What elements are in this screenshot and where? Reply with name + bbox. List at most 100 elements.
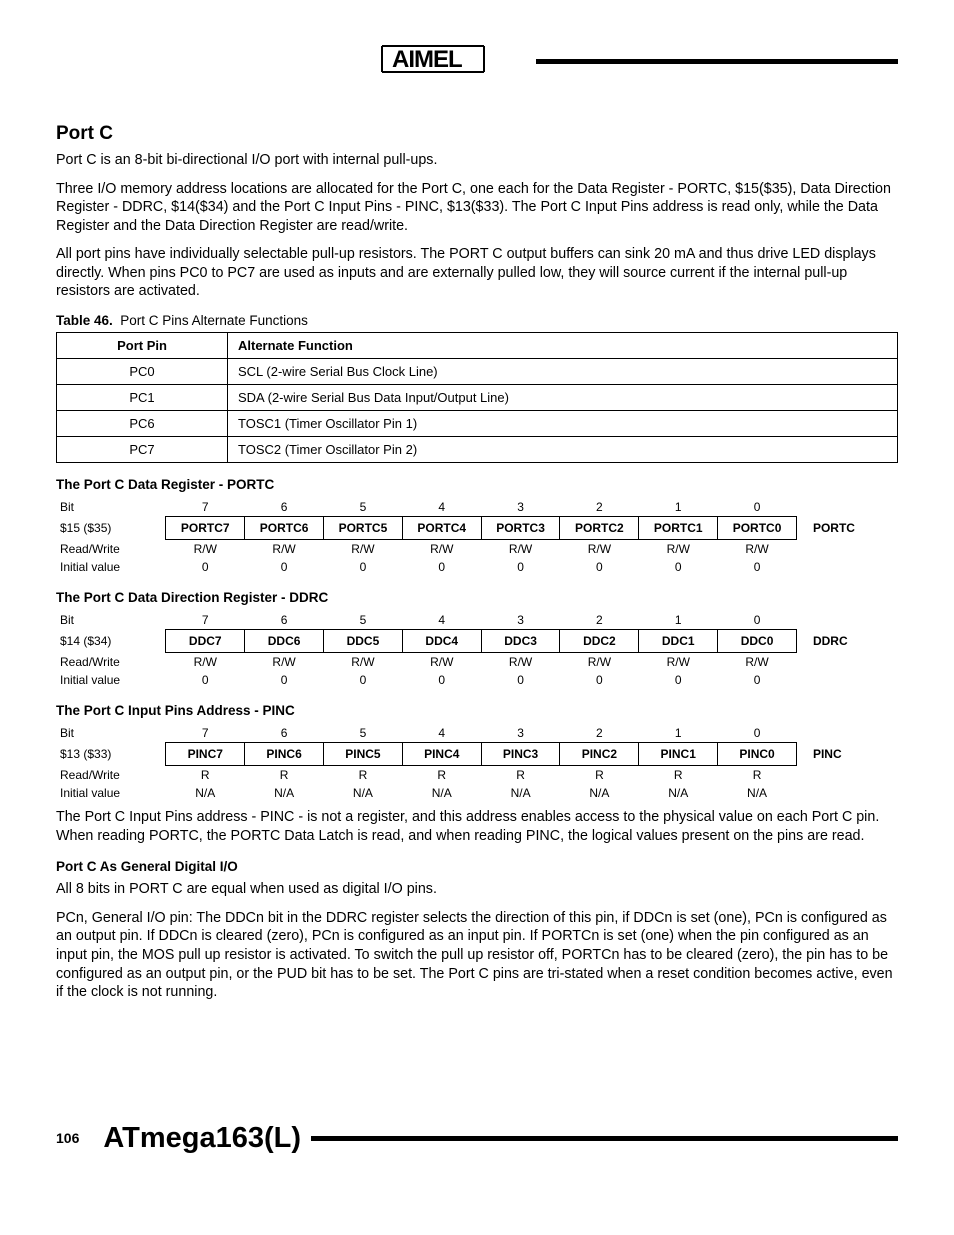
bit-number: 2 bbox=[560, 724, 639, 743]
rw-cell: R/W bbox=[402, 653, 481, 672]
table-row: PC0SCL (2-wire Serial Bus Clock Line) bbox=[57, 359, 898, 385]
init-cell: 0 bbox=[639, 558, 718, 576]
rw-cell: R bbox=[481, 766, 560, 785]
register-table: Bit76543210$14 ($34)DDC7DDC6DDC5DDC4DDC3… bbox=[56, 611, 898, 689]
row-label: Bit bbox=[56, 611, 166, 630]
rw-cell: R bbox=[718, 766, 797, 785]
register-name: PORTC bbox=[796, 517, 898, 540]
bit-cell: PORTC3 bbox=[481, 517, 560, 540]
init-cell: 0 bbox=[402, 558, 481, 576]
bit-cell: PORTC0 bbox=[718, 517, 797, 540]
bit-number: 2 bbox=[560, 498, 639, 517]
init-cell: N/A bbox=[166, 784, 245, 802]
bit-number: 4 bbox=[402, 724, 481, 743]
row-label: Bit bbox=[56, 724, 166, 743]
bit-number: 7 bbox=[166, 611, 245, 630]
bit-number: 0 bbox=[718, 724, 797, 743]
page-footer: 106 ATmega163(L) bbox=[56, 1122, 898, 1155]
rw-cell: R bbox=[324, 766, 403, 785]
init-cell: 0 bbox=[718, 558, 797, 576]
cell: PC1 bbox=[57, 385, 228, 411]
bit-cell: PINC4 bbox=[402, 743, 481, 766]
table-caption: Table 46. Port C Pins Alternate Function… bbox=[56, 313, 898, 328]
body-paragraph: The Port C Input Pins address - PINC - i… bbox=[56, 808, 898, 845]
rw-cell: R bbox=[245, 766, 324, 785]
bit-cell: PINC3 bbox=[481, 743, 560, 766]
cell: PC7 bbox=[57, 437, 228, 463]
bit-cell: DDC1 bbox=[639, 630, 718, 653]
rw-cell: R/W bbox=[481, 540, 560, 559]
bit-number: 1 bbox=[639, 724, 718, 743]
rw-cell: R/W bbox=[245, 653, 324, 672]
pins-table: Port Pin Alternate Function PC0SCL (2-wi… bbox=[56, 332, 898, 463]
bit-cell: PINC7 bbox=[166, 743, 245, 766]
bit-cell: DDC6 bbox=[245, 630, 324, 653]
bit-number: 6 bbox=[245, 498, 324, 517]
bit-cell: DDC5 bbox=[324, 630, 403, 653]
init-cell: N/A bbox=[481, 784, 560, 802]
rw-cell: R/W bbox=[245, 540, 324, 559]
body-paragraph: PCn, General I/O pin: The DDCn bit in th… bbox=[56, 909, 898, 1002]
rw-cell: R/W bbox=[718, 653, 797, 672]
init-cell: N/A bbox=[639, 784, 718, 802]
row-label: Initial value bbox=[56, 558, 166, 576]
bit-number: 0 bbox=[718, 611, 797, 630]
page-number: 106 bbox=[56, 1130, 79, 1146]
bit-cell: DDC7 bbox=[166, 630, 245, 653]
row-label: Read/Write bbox=[56, 540, 166, 559]
register-title: The Port C Data Direction Register - DDR… bbox=[56, 590, 898, 605]
bit-cell: PINC0 bbox=[718, 743, 797, 766]
register-table: Bit76543210$13 ($33)PINC7PINC6PINC5PINC4… bbox=[56, 724, 898, 802]
bit-cell: PINC2 bbox=[560, 743, 639, 766]
bit-number: 1 bbox=[639, 611, 718, 630]
register-address: $14 ($34) bbox=[56, 630, 166, 653]
table-row: PC7TOSC2 (Timer Oscillator Pin 2) bbox=[57, 437, 898, 463]
register-table: Bit76543210$15 ($35)PORTC7PORTC6PORTC5PO… bbox=[56, 498, 898, 576]
rw-cell: R bbox=[639, 766, 718, 785]
register-title: The Port C Data Register - PORTC bbox=[56, 477, 898, 492]
bit-number: 0 bbox=[718, 498, 797, 517]
init-cell: N/A bbox=[245, 784, 324, 802]
body-paragraph: Three I/O memory address locations are a… bbox=[56, 180, 898, 236]
bit-number: 7 bbox=[166, 498, 245, 517]
bit-number: 3 bbox=[481, 498, 560, 517]
rw-cell: R/W bbox=[639, 540, 718, 559]
bit-number: 1 bbox=[639, 498, 718, 517]
bit-number: 2 bbox=[560, 611, 639, 630]
bit-cell: PINC1 bbox=[639, 743, 718, 766]
table-header: Port Pin bbox=[57, 333, 228, 359]
bit-cell: PINC5 bbox=[324, 743, 403, 766]
init-cell: N/A bbox=[718, 784, 797, 802]
init-cell: 0 bbox=[324, 558, 403, 576]
rw-cell: R bbox=[402, 766, 481, 785]
register-address: $15 ($35) bbox=[56, 517, 166, 540]
rw-cell: R/W bbox=[402, 540, 481, 559]
body-paragraph: All 8 bits in PORT C are equal when used… bbox=[56, 880, 898, 899]
bit-cell: DDC2 bbox=[560, 630, 639, 653]
rw-cell: R bbox=[166, 766, 245, 785]
row-label: Initial value bbox=[56, 671, 166, 689]
init-cell: N/A bbox=[324, 784, 403, 802]
row-label: Initial value bbox=[56, 784, 166, 802]
init-cell: 0 bbox=[639, 671, 718, 689]
register-address: $13 ($33) bbox=[56, 743, 166, 766]
rw-cell: R bbox=[560, 766, 639, 785]
init-cell: 0 bbox=[560, 558, 639, 576]
init-cell: 0 bbox=[481, 558, 560, 576]
header-bar: AIMEL bbox=[56, 40, 898, 83]
body-paragraph: All port pins have individually selectab… bbox=[56, 245, 898, 301]
bit-number: 4 bbox=[402, 611, 481, 630]
init-cell: 0 bbox=[166, 671, 245, 689]
bit-cell: PORTC2 bbox=[560, 517, 639, 540]
bit-cell: DDC3 bbox=[481, 630, 560, 653]
rw-cell: R/W bbox=[166, 653, 245, 672]
register-title: The Port C Input Pins Address - PINC bbox=[56, 703, 898, 718]
bit-number: 3 bbox=[481, 724, 560, 743]
bit-number: 4 bbox=[402, 498, 481, 517]
bit-number: 5 bbox=[324, 498, 403, 517]
cell: PC6 bbox=[57, 411, 228, 437]
cell: SDA (2-wire Serial Bus Data Input/Output… bbox=[228, 385, 898, 411]
rw-cell: R/W bbox=[324, 653, 403, 672]
table-caption-text: Port C Pins Alternate Functions bbox=[120, 313, 308, 328]
header-rule bbox=[536, 59, 898, 64]
